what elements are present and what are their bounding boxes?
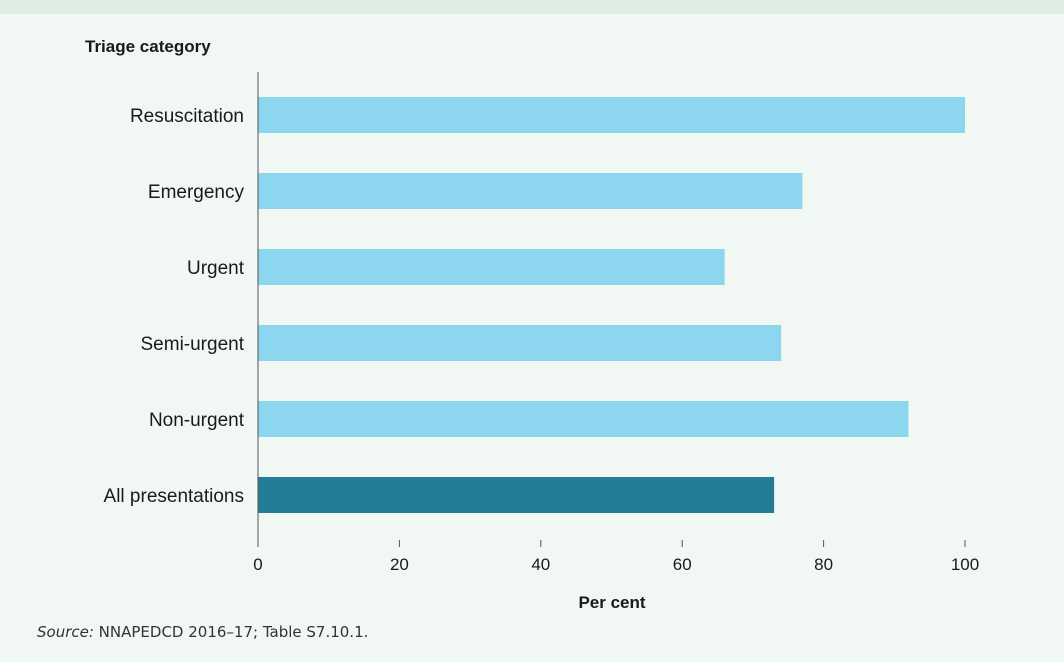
bar-all-presentations <box>258 477 775 513</box>
x-tick-label: 20 <box>390 555 409 574</box>
x-tick-label: 0 <box>253 555 262 574</box>
source-note: Source: NNAPEDCD 2016–17; Table S7.10.1. <box>37 623 368 641</box>
bar-emergency <box>258 173 803 209</box>
x-axis-title: Per cent <box>578 593 645 610</box>
header-strip <box>0 0 1064 14</box>
x-axis-ticks: 0 20 40 60 80 100 <box>253 540 979 574</box>
bar-urgent <box>258 249 725 285</box>
bar-semi-urgent <box>258 325 782 361</box>
y-axis-title: Triage category <box>85 37 211 56</box>
x-tick-label: 100 <box>951 555 979 574</box>
category-label: Emergency <box>148 182 245 203</box>
category-labels: Resuscitation Emergency Urgent Semi-urgent N… <box>104 106 245 507</box>
x-tick-label: 40 <box>531 555 550 574</box>
bar-resuscitation <box>258 97 965 133</box>
bar-chart: Triage category Resuscitation Emergency Ur… <box>85 37 979 610</box>
source-label: Source: <box>37 623 94 641</box>
category-label: Urgent <box>187 258 245 279</box>
bar-non-urgent <box>258 401 909 437</box>
x-tick-label: 60 <box>673 555 692 574</box>
bars-layer <box>258 97 965 513</box>
category-label: All presentations <box>104 486 244 507</box>
category-label: Semi-urgent <box>141 334 245 355</box>
category-label: Resuscitation <box>130 106 244 127</box>
category-label: Non-urgent <box>149 410 245 431</box>
source-text: NNAPEDCD 2016–17; Table S7.10.1. <box>93 623 369 641</box>
x-tick-label: 80 <box>814 555 833 574</box>
